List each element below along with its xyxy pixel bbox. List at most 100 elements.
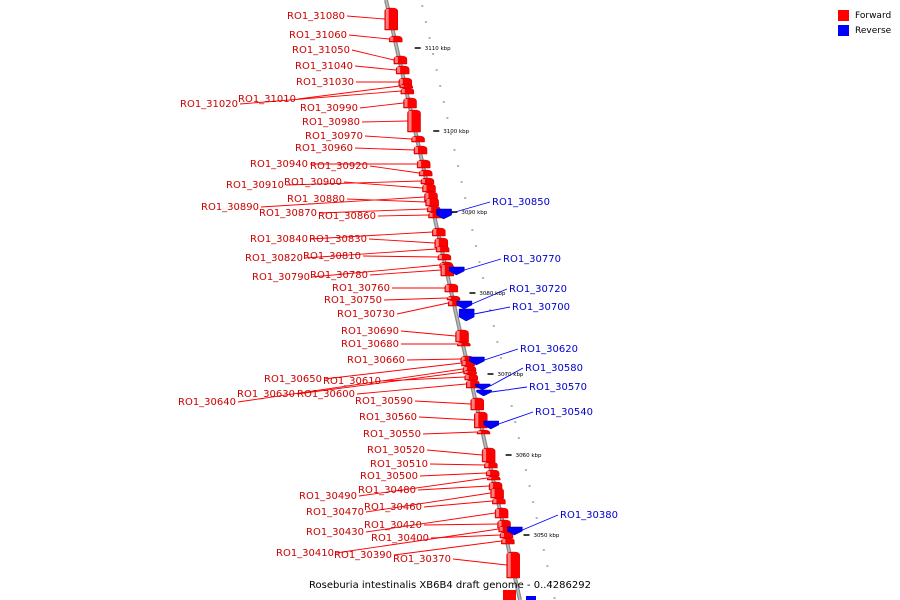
reverse-gene-label[interactable]: RO1_30580	[525, 363, 583, 374]
reverse-gene-label[interactable]: RO1_30850	[492, 197, 550, 208]
reverse-gene-ro1-30580	[474, 383, 491, 391]
connector-line	[430, 534, 501, 539]
genome-caption: Roseburia intestinalis XB6B4 draft genom…	[309, 580, 591, 591]
forward-gene-label[interactable]: RO1_30610	[323, 376, 381, 387]
connector-line	[346, 198, 426, 203]
legend-forward: Forward	[838, 8, 891, 23]
forward-gene-ro1-30840	[432, 227, 446, 237]
forward-gene-label[interactable]: RO1_30810	[303, 251, 361, 262]
tick-mark: 3110 kbp	[414, 46, 451, 52]
forward-gene-ro1-30900	[422, 183, 436, 193]
forward-gene-label[interactable]: RO1_30790	[252, 272, 310, 283]
forward-gene-ro1-30990	[403, 97, 417, 109]
reverse-gene-label[interactable]: RO1_30380	[560, 510, 618, 521]
forward-gene-label[interactable]: RO1_31080	[287, 11, 345, 22]
forward-gene-label[interactable]: RO1_30830	[309, 234, 367, 245]
forward-gene-label[interactable]: RO1_30960	[295, 143, 353, 154]
connector-line	[393, 540, 502, 556]
forward-gene-label[interactable]: RO1_30780	[310, 270, 368, 281]
forward-gene-label[interactable]: RO1_30680	[341, 339, 399, 350]
forward-gene-label[interactable]: RO1_30550	[363, 429, 421, 440]
forward-gene-label[interactable]: RO1_30410	[276, 548, 334, 559]
connector-line	[484, 348, 519, 361]
forward-gene-label[interactable]: RO1_31050	[292, 45, 350, 56]
forward-gene-label[interactable]: RO1_30640	[178, 397, 236, 408]
forward-gene-label[interactable]: RO1_30470	[306, 507, 364, 518]
forward-gene-ro1-30940	[416, 159, 431, 169]
forward-gene-label[interactable]: RO1_30490	[299, 491, 357, 502]
forward-gene-ro1-30830	[434, 237, 449, 249]
connector-line	[426, 449, 483, 456]
forward-gene-ro1-31050	[393, 55, 408, 65]
reverse-gene-ro1-30770	[449, 266, 465, 276]
forward-gene-label[interactable]: RO1_30970	[305, 131, 363, 142]
reverse-gene-ro1-30700	[458, 308, 475, 322]
connector-line	[356, 383, 467, 395]
forward-gene-label[interactable]: RO1_30890	[201, 202, 259, 213]
forward-gene-label[interactable]: RO1_30940	[250, 159, 308, 170]
forward-gene-label[interactable]: RO1_31030	[296, 77, 354, 88]
forward-gene-ro1-30460	[492, 497, 506, 505]
forward-gene-label[interactable]: RO1_30750	[324, 295, 382, 306]
forward-gene-ro1-31040	[395, 65, 410, 75]
forward-gene-label[interactable]: RO1_30690	[341, 326, 399, 337]
forward-gene-label[interactable]: RO1_30910	[226, 180, 284, 191]
forward-gene-label[interactable]: RO1_30760	[332, 283, 390, 294]
forward-gene-label[interactable]: RO1_31020	[180, 99, 238, 110]
forward-gene-label[interactable]: RO1_30920	[310, 161, 368, 172]
forward-gene-label[interactable]: RO1_30500	[360, 471, 418, 482]
forward-gene-label[interactable]: RO1_30430	[306, 527, 364, 538]
reverse-gene-label[interactable]: RO1_30770	[503, 254, 561, 265]
forward-gene-label[interactable]: RO1_30480	[358, 485, 416, 496]
forward-gene-label[interactable]: RO1_30990	[300, 103, 358, 114]
forward-gene-label[interactable]: RO1_30820	[245, 253, 303, 264]
forward-gene-label[interactable]: RO1_30630	[237, 389, 295, 400]
forward-gene-label[interactable]: RO1_30730	[337, 309, 395, 320]
reverse-gene-ro1-30620	[469, 356, 485, 366]
forward-gene-label[interactable]: RO1_30370	[393, 554, 451, 565]
connector-line	[423, 523, 498, 526]
reverse-gene-ro1-30720	[456, 300, 473, 310]
forward-gene-label[interactable]: RO1_31010	[238, 94, 296, 105]
tick-mark: 3100 kbp	[433, 129, 470, 135]
forward-gene-label[interactable]: RO1_30900	[284, 177, 342, 188]
forward-gene-label[interactable]: RO1_30600	[297, 389, 355, 400]
forward-gene-label[interactable]: RO1_30460	[364, 502, 422, 513]
forward-gene-ro1-30680	[457, 341, 471, 347]
forward-gene-label[interactable]: RO1_30510	[370, 459, 428, 470]
connector-line	[365, 512, 496, 533]
forward-gene-label[interactable]: RO1_30390	[334, 550, 392, 561]
forward-gene-label[interactable]: RO1_30840	[250, 234, 308, 245]
connector-line	[498, 411, 534, 425]
connector-line	[419, 472, 487, 477]
forward-gene-ro1-30510	[484, 461, 498, 469]
legend-reverse: Reverse	[838, 23, 891, 38]
connector-line	[423, 500, 493, 508]
forward-gene-label[interactable]: RO1_31040	[295, 61, 353, 72]
forward-gene-label[interactable]: RO1_30420	[364, 520, 422, 531]
connector-line	[429, 463, 485, 466]
connector-line	[364, 135, 412, 140]
connector-line	[369, 165, 420, 174]
forward-gene-label[interactable]: RO1_30980	[302, 117, 360, 128]
reverse-gene-label[interactable]: RO1_30540	[535, 407, 593, 418]
forward-gene-label[interactable]: RO1_30400	[371, 533, 429, 544]
forward-gene-label[interactable]: RO1_30880	[287, 194, 345, 205]
forward-gene-label[interactable]: RO1_30590	[355, 396, 413, 407]
connector-line	[318, 208, 428, 214]
forward-gene-ro1-30750	[446, 295, 461, 301]
forward-gene-label[interactable]: RO1_30870	[259, 208, 317, 219]
reverse-gene-label[interactable]: RO1_30620	[520, 344, 578, 355]
reverse-gene-label[interactable]: RO1_30720	[509, 284, 567, 295]
forward-gene-label[interactable]: RO1_31060	[289, 30, 347, 41]
forward-gene-label[interactable]: RO1_30560	[359, 412, 417, 423]
forward-gene-label[interactable]: RO1_30650	[264, 374, 322, 385]
forward-gene-label[interactable]: RO1_30860	[318, 211, 376, 222]
reverse-gene-label[interactable]: RO1_30700	[512, 302, 570, 313]
forward-gene-label[interactable]: RO1_30520	[367, 445, 425, 456]
reverse-gene-label[interactable]: RO1_30570	[529, 382, 587, 393]
connector-line	[323, 362, 462, 380]
forward-gene-label[interactable]: RO1_30660	[347, 355, 405, 366]
forward-gene-ro1-30500	[485, 469, 500, 477]
connector-line	[369, 269, 441, 276]
